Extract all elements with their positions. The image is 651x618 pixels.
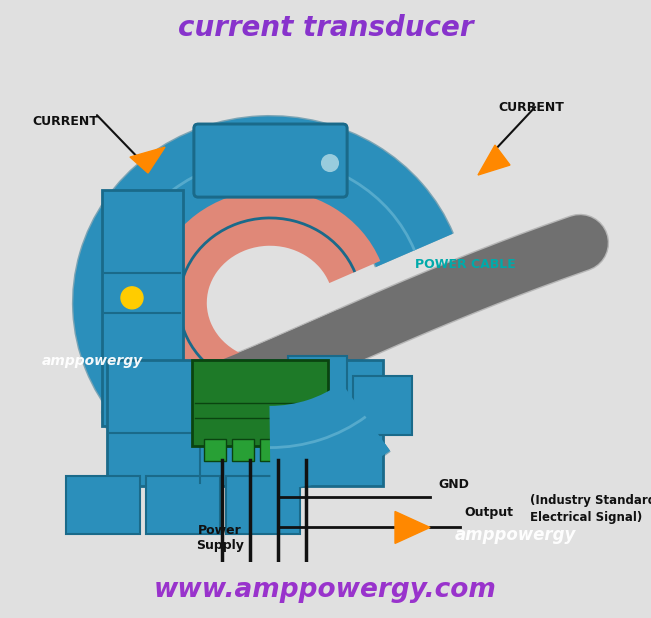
FancyBboxPatch shape [192,360,328,446]
Text: (Industry Standard: (Industry Standard [530,494,651,507]
Text: current transducer: current transducer [178,14,473,42]
Text: Output: Output [464,507,513,520]
Text: POWER CABLE: POWER CABLE [415,258,516,271]
FancyBboxPatch shape [66,475,140,535]
Text: amppowergy: amppowergy [42,353,143,368]
FancyBboxPatch shape [102,190,183,426]
Circle shape [322,155,338,171]
Polygon shape [478,145,510,175]
Text: Electrical Signal): Electrical Signal) [530,511,643,524]
Polygon shape [130,147,165,173]
FancyBboxPatch shape [146,475,220,535]
FancyBboxPatch shape [226,475,300,535]
FancyBboxPatch shape [194,124,347,197]
FancyBboxPatch shape [288,356,347,415]
Text: amppowergy: amppowergy [455,527,576,544]
FancyBboxPatch shape [204,439,226,460]
FancyBboxPatch shape [288,439,310,460]
Circle shape [121,287,143,309]
Circle shape [322,155,338,171]
FancyBboxPatch shape [353,376,412,434]
FancyBboxPatch shape [107,360,383,486]
FancyBboxPatch shape [194,124,347,197]
Text: www.amppowergy.com: www.amppowergy.com [154,577,497,603]
Text: CURRENT: CURRENT [32,115,98,128]
Polygon shape [395,512,430,543]
FancyBboxPatch shape [260,439,282,460]
FancyBboxPatch shape [232,439,254,460]
Text: GND: GND [438,478,469,491]
Text: Power
Supply: Power Supply [196,525,244,552]
Text: CURRENT: CURRENT [498,101,564,114]
